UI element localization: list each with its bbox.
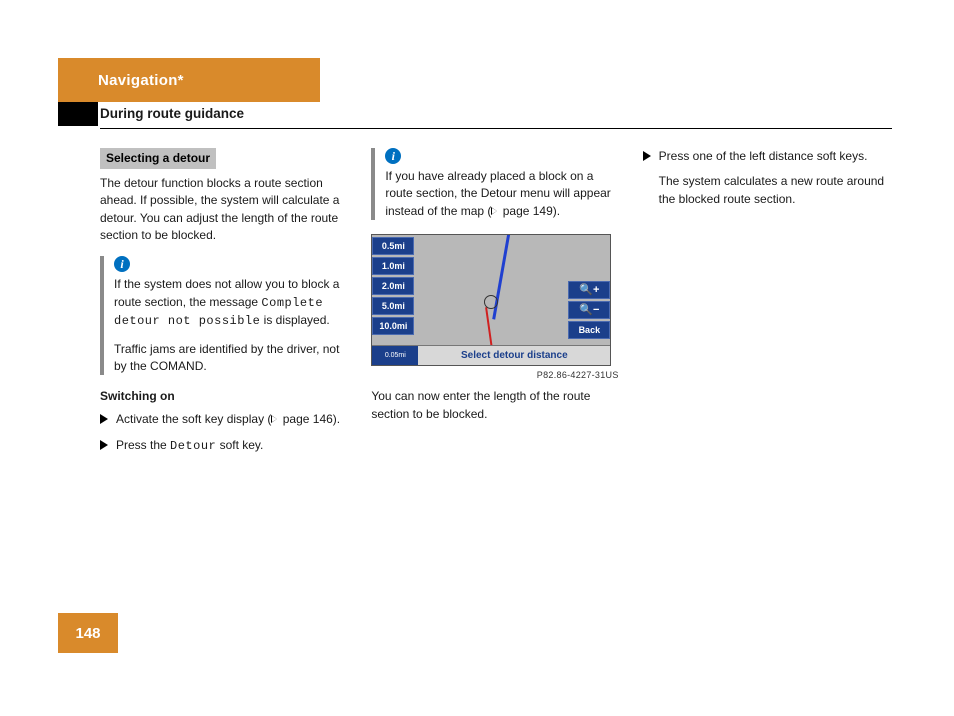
- page-number: 148: [58, 613, 118, 653]
- step1-a: Activate the soft key display (: [116, 412, 271, 426]
- info-paragraph: If the system does not allow you to bloc…: [114, 276, 349, 330]
- left-softkeys: 0.5mi 1.0mi 2.0mi 5.0mi 10.0mi: [372, 237, 414, 335]
- step-text: Press the Detour soft key.: [116, 437, 263, 455]
- step-text: Activate the soft key display ( page 146…: [116, 411, 340, 428]
- column-1: Selecting a detour The detour function b…: [100, 148, 349, 463]
- step-row: Activate the soft key display ( page 146…: [100, 411, 349, 428]
- step-row: Press one of the left distance soft keys…: [643, 148, 892, 165]
- zoom-out-icon: 🔍−: [579, 305, 599, 316]
- right-softkeys: 🔍+ 🔍− Back: [568, 281, 610, 339]
- softkey-distance[interactable]: 0.5mi: [372, 237, 414, 255]
- step-text: Press one of the left distance soft keys…: [659, 148, 868, 165]
- intro-paragraph: The detour function blocks a route secti…: [100, 175, 349, 245]
- step2-b: soft key.: [216, 438, 263, 452]
- section-heading: Selecting a detour: [100, 148, 216, 169]
- softkey-distance[interactable]: 2.0mi: [372, 277, 414, 295]
- softkey-zoom-out[interactable]: 🔍−: [568, 301, 610, 319]
- figure-bottom-bar: 0.05mi Select detour distance: [372, 345, 610, 365]
- divider: [100, 128, 892, 129]
- subsection-heading: Switching on: [100, 389, 349, 403]
- after-figure-text: You can now enter the length of the rout…: [371, 388, 620, 423]
- map-area: 0.5mi 1.0mi 2.0mi 5.0mi 10.0mi 🔍+ 🔍− Bac…: [372, 235, 610, 345]
- step2-code: Detour: [170, 439, 216, 453]
- info2-ref: page 149).: [499, 204, 560, 218]
- info-block-2: i If you have already placed a block on …: [371, 148, 620, 220]
- page-number-text: 148: [75, 625, 100, 642]
- section-tab: [58, 102, 98, 126]
- content-columns: Selecting a detour The detour function b…: [100, 148, 892, 463]
- step1-ref: page 146).: [279, 412, 340, 426]
- column-3: Press one of the left distance soft keys…: [643, 148, 892, 463]
- detour-screenshot: 0.5mi 1.0mi 2.0mi 5.0mi 10.0mi 🔍+ 🔍− Bac…: [371, 234, 611, 366]
- figure-caption: P82.86-4227-31US: [371, 370, 618, 380]
- result-text: The system calculates a new route around…: [643, 173, 892, 208]
- softkey-distance[interactable]: 10.0mi: [372, 317, 414, 335]
- section-subtitle: During route guidance: [100, 106, 244, 121]
- bullet-icon: [100, 414, 108, 424]
- info-icon: i: [114, 256, 130, 272]
- info-block-1: i If the system does not allow you to bl…: [100, 256, 349, 375]
- info-paragraph-2: Traffic jams are identified by the drive…: [114, 341, 349, 376]
- step-row: Press the Detour soft key.: [100, 437, 349, 455]
- softkey-distance[interactable]: 5.0mi: [372, 297, 414, 315]
- info-icon: i: [385, 148, 401, 164]
- softkey-zoom-in[interactable]: 🔍+: [568, 281, 610, 299]
- scale-indicator: 0.05mi: [372, 346, 418, 365]
- prompt-text: Select detour distance: [418, 346, 610, 365]
- softkey-back[interactable]: Back: [568, 321, 610, 339]
- page-ref-icon: [491, 207, 497, 215]
- route-line-red: [485, 307, 493, 345]
- info-paragraph: If you have already placed a block on a …: [385, 168, 620, 220]
- step2-a: Press the: [116, 438, 170, 452]
- scale-text: 0.05mi: [385, 352, 406, 359]
- softkey-distance[interactable]: 1.0mi: [372, 257, 414, 275]
- chapter-header: Navigation*: [58, 58, 320, 102]
- bullet-icon: [100, 440, 108, 450]
- page-ref-icon: [271, 415, 277, 423]
- info-text-b: is displayed.: [260, 313, 329, 327]
- column-2: i If you have already placed a block on …: [371, 148, 620, 463]
- bullet-icon: [643, 151, 651, 161]
- zoom-in-icon: 🔍+: [579, 285, 599, 296]
- chapter-title: Navigation*: [98, 72, 184, 89]
